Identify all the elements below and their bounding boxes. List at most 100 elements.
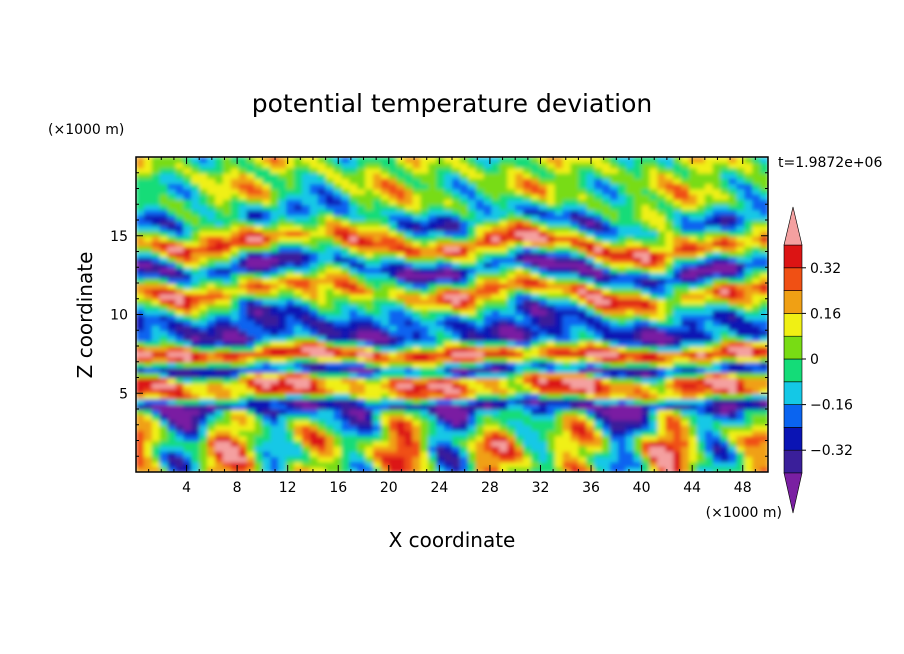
heatmap-cell <box>760 445 768 452</box>
heatmap-cell <box>396 225 406 232</box>
heatmap-cell <box>436 445 445 452</box>
heatmap-cell <box>349 209 358 216</box>
heatmap-cell <box>562 424 572 431</box>
heatmap-cell <box>412 267 422 274</box>
heatmap-cell <box>262 157 272 164</box>
heatmap-cell <box>254 204 264 211</box>
heatmap-cell <box>436 398 445 405</box>
heatmap-cell <box>562 293 572 300</box>
heatmap-cell <box>341 398 351 405</box>
heatmap-cell <box>720 298 730 305</box>
heatmap-cell <box>570 335 580 342</box>
heatmap-cell <box>681 209 690 216</box>
heatmap-cell <box>294 293 303 300</box>
heatmap-cell <box>317 288 327 295</box>
heatmap-cell <box>341 251 351 258</box>
heatmap-cell <box>704 277 714 284</box>
heatmap-cell <box>286 267 295 274</box>
heatmap-cell <box>625 319 635 326</box>
heatmap-cell <box>673 356 682 363</box>
heatmap-cell <box>507 193 516 200</box>
heatmap-cell <box>673 461 682 468</box>
heatmap-cell <box>712 167 722 174</box>
heatmap-cell <box>633 435 643 442</box>
heatmap-cell <box>365 298 374 305</box>
heatmap-cell <box>586 356 595 363</box>
heatmap-cell <box>325 314 335 321</box>
heatmap-cell <box>752 235 761 242</box>
heatmap-cell <box>452 267 461 274</box>
heatmap-cell <box>278 167 287 174</box>
heatmap-cell <box>467 199 477 206</box>
heatmap-cell <box>222 361 232 368</box>
heatmap-cell <box>309 314 319 321</box>
heatmap-cell <box>562 288 572 295</box>
heatmap-cell <box>760 214 768 221</box>
heatmap-cell <box>467 204 477 211</box>
heatmap-cell <box>286 314 295 321</box>
heatmap-cell <box>286 256 295 263</box>
heatmap-cell <box>325 403 335 410</box>
heatmap-cell <box>523 382 532 389</box>
heatmap-cell <box>554 241 564 248</box>
heatmap-cell <box>752 382 761 389</box>
heatmap-cell <box>404 288 414 295</box>
heatmap-cell <box>594 209 603 216</box>
heatmap-cell <box>586 241 595 248</box>
heatmap-cell <box>594 398 603 405</box>
heatmap-cell <box>744 241 753 248</box>
heatmap-cell <box>657 183 667 190</box>
heatmap-cell <box>254 267 264 274</box>
heatmap-cell <box>625 409 635 416</box>
heatmap-cell <box>365 283 374 290</box>
heatmap-cell <box>357 414 366 421</box>
heatmap-cell <box>704 256 714 263</box>
heatmap-cell <box>570 372 580 379</box>
heatmap-cell <box>570 330 580 337</box>
heatmap-cell <box>728 398 738 405</box>
heatmap-cell <box>325 440 335 447</box>
heatmap-cell <box>412 167 422 174</box>
heatmap-cell <box>373 241 382 248</box>
heatmap-cell <box>712 372 722 379</box>
heatmap-cell <box>151 377 161 384</box>
heatmap-cell <box>325 256 335 263</box>
heatmap-cell <box>712 241 722 248</box>
heatmap-cell <box>554 309 564 316</box>
heatmap-cell <box>404 377 414 384</box>
heatmap-cell <box>507 388 516 395</box>
heatmap-cell <box>594 235 603 242</box>
heatmap-cell <box>554 172 564 179</box>
heatmap-cell <box>301 304 311 311</box>
heatmap-cell <box>523 398 532 405</box>
y-tick-label: 10 <box>110 308 128 324</box>
heatmap-cell <box>499 335 509 342</box>
heatmap-cell <box>159 319 169 326</box>
heatmap-cell <box>294 435 303 442</box>
heatmap-cell <box>357 314 366 321</box>
heatmap-cell <box>428 382 437 389</box>
y-axis-label: Z coordinate <box>73 252 97 379</box>
heatmap-cell <box>633 225 643 232</box>
heatmap-cell <box>459 361 469 368</box>
heatmap-cell <box>594 293 603 300</box>
heatmap-cell <box>752 377 761 384</box>
heatmap-cell <box>665 167 674 174</box>
heatmap-cell <box>570 157 580 164</box>
heatmap-cell <box>712 330 722 337</box>
heatmap-cell <box>412 456 422 463</box>
heatmap-cell <box>744 220 753 227</box>
heatmap-cell <box>143 277 153 284</box>
heatmap-cell <box>665 209 674 216</box>
heatmap-cell <box>357 262 366 269</box>
heatmap-cell <box>436 361 445 368</box>
heatmap-cell <box>570 199 580 206</box>
heatmap-cell <box>467 398 477 405</box>
heatmap-cell <box>673 246 682 253</box>
heatmap-cell <box>657 419 667 426</box>
heatmap-cell <box>712 398 722 405</box>
heatmap-cell <box>436 372 445 379</box>
heatmap-cell <box>483 298 493 305</box>
heatmap-cell <box>246 414 256 421</box>
heatmap-cell <box>246 409 256 416</box>
